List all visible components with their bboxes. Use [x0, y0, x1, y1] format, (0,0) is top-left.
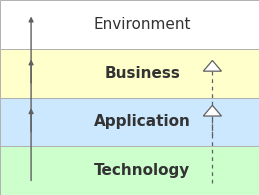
Text: Business: Business: [105, 66, 180, 81]
Bar: [0, 98, 259, 146]
Text: Application: Application: [94, 114, 191, 129]
Bar: [0, 146, 259, 195]
Text: Environment: Environment: [94, 17, 191, 32]
Polygon shape: [203, 105, 221, 116]
Bar: [0, 49, 259, 98]
Bar: [0, 0, 259, 49]
Text: Technology: Technology: [94, 163, 191, 178]
Polygon shape: [203, 60, 221, 71]
